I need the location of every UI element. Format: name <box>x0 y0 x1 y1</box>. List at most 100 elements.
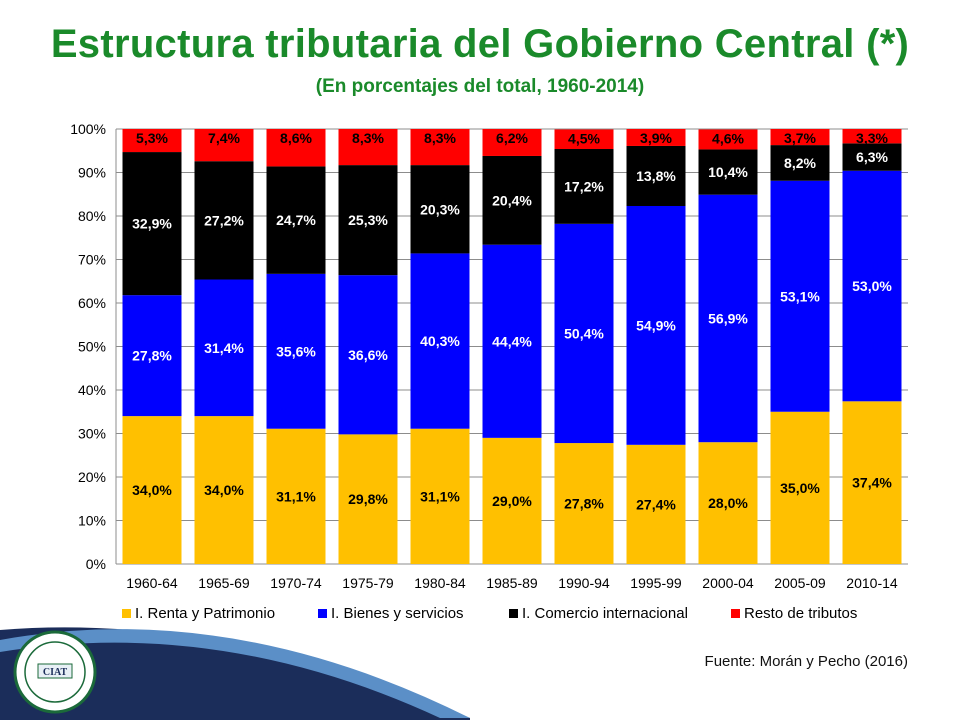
bar-segment <box>626 444 686 564</box>
data-label: 20,3% <box>420 201 460 217</box>
y-tick-label: 30% <box>78 426 106 442</box>
data-label: 32,9% <box>132 216 172 232</box>
bar-segment <box>410 129 470 166</box>
legend-label: I. Bienes y servicios <box>331 605 464 622</box>
data-label: 6,3% <box>856 149 888 165</box>
data-label: 8,2% <box>784 155 816 171</box>
y-tick-label: 100% <box>70 121 106 137</box>
bar-segment <box>554 129 614 150</box>
bar-segment <box>626 145 686 206</box>
bar-segment <box>626 129 686 146</box>
bar-segment <box>266 129 326 167</box>
bar-segment <box>122 129 182 153</box>
data-label: 27,8% <box>132 348 172 364</box>
bar-segment <box>842 143 902 171</box>
data-label: 37,4% <box>852 475 892 491</box>
data-label: 44,4% <box>492 333 532 349</box>
bar-segment <box>266 166 326 274</box>
bar-segment <box>122 416 182 564</box>
bar-segment <box>194 161 254 280</box>
x-tick-label: 1990-94 <box>558 575 610 591</box>
y-tick-label: 40% <box>78 382 106 398</box>
bar-segment <box>842 129 902 144</box>
data-label: 31,1% <box>420 488 460 504</box>
data-label: 27,4% <box>636 496 676 512</box>
data-label: 56,9% <box>708 310 748 326</box>
data-label: 5,3% <box>136 130 168 146</box>
bar-segment <box>266 428 326 564</box>
bar-segment <box>410 253 470 429</box>
source-note: Fuente: Morán y Pecho (2016) <box>704 653 908 670</box>
legend-label: I. Comercio internacional <box>522 605 688 622</box>
bar-segment <box>626 205 686 445</box>
x-tick-label: 1960-64 <box>126 575 178 591</box>
bar-segment <box>194 416 254 564</box>
y-tick-label: 0% <box>86 556 106 572</box>
y-tick-label: 10% <box>78 513 106 529</box>
bar-segment <box>698 149 758 195</box>
data-label: 17,2% <box>564 178 604 194</box>
bar-segment <box>482 129 542 156</box>
legend-swatch <box>318 609 327 618</box>
bar-segment <box>410 165 470 254</box>
data-label: 13,8% <box>636 168 676 184</box>
institution-seal-icon: CIAT <box>13 630 97 714</box>
legend-swatch <box>731 609 740 618</box>
data-label: 10,4% <box>708 164 748 180</box>
bar-segment <box>770 145 830 181</box>
y-tick-label: 90% <box>78 165 106 181</box>
data-label: 8,6% <box>280 130 312 146</box>
data-label: 53,0% <box>852 278 892 294</box>
data-label: 29,8% <box>348 491 388 507</box>
x-tick-label: 2005-09 <box>774 575 826 591</box>
data-label: 8,3% <box>352 130 384 146</box>
bar-segment <box>338 434 398 564</box>
data-label: 31,4% <box>204 340 244 356</box>
bar-segment <box>554 149 614 224</box>
bar-segment <box>122 295 182 417</box>
data-label: 4,6% <box>712 130 744 146</box>
bar-segment <box>194 279 254 417</box>
data-label: 7,4% <box>208 130 240 146</box>
bar-segment <box>482 437 542 564</box>
page-subtitle: (En porcentajes del total, 1960-2014) <box>315 76 645 97</box>
data-label: 34,0% <box>204 482 244 498</box>
x-tick-label: 1985-89 <box>486 575 538 591</box>
legend-swatch <box>509 609 518 618</box>
bar-segment <box>482 244 542 438</box>
bar-segment <box>338 165 398 276</box>
data-label: 35,0% <box>780 480 820 496</box>
legend-label: Resto de tributos <box>744 605 857 622</box>
x-tick-label: 1995-99 <box>630 575 682 591</box>
bar-segment <box>122 152 182 296</box>
seal-label: CIAT <box>43 667 68 678</box>
data-label: 28,0% <box>708 495 748 511</box>
data-label: 3,3% <box>856 130 888 146</box>
stacked-bar-chart: 0% 10% 20% 30% 40% 50% 60% 70% 80% 90% 100% 34,0% 27… <box>70 121 908 622</box>
legend-swatch <box>122 609 131 618</box>
data-label: 24,7% <box>276 212 316 228</box>
data-label: 50,4% <box>564 325 604 341</box>
bar-segment <box>698 129 758 150</box>
bar-segment <box>770 411 830 564</box>
data-label: 31,1% <box>276 488 316 504</box>
data-label: 27,8% <box>564 496 604 512</box>
data-label: 54,9% <box>636 317 676 333</box>
bar-segment <box>554 223 614 444</box>
data-label: 8,3% <box>424 130 456 146</box>
y-tick-label: 60% <box>78 295 106 311</box>
y-tick-label: 20% <box>78 469 106 485</box>
data-label: 20,4% <box>492 192 532 208</box>
bar-segment <box>842 170 902 402</box>
data-label: 36,6% <box>348 347 388 363</box>
y-tick-label: 80% <box>78 208 106 224</box>
bar-segment <box>410 428 470 564</box>
bar-segment <box>698 442 758 564</box>
x-tick-label: 2000-04 <box>702 575 754 591</box>
bar-segment <box>338 275 398 435</box>
bar-segment <box>770 180 830 412</box>
x-tick-label: 1975-79 <box>342 575 394 591</box>
data-label: 29,0% <box>492 493 532 509</box>
data-label: 25,3% <box>348 212 388 228</box>
y-tick-label: 70% <box>78 252 106 268</box>
